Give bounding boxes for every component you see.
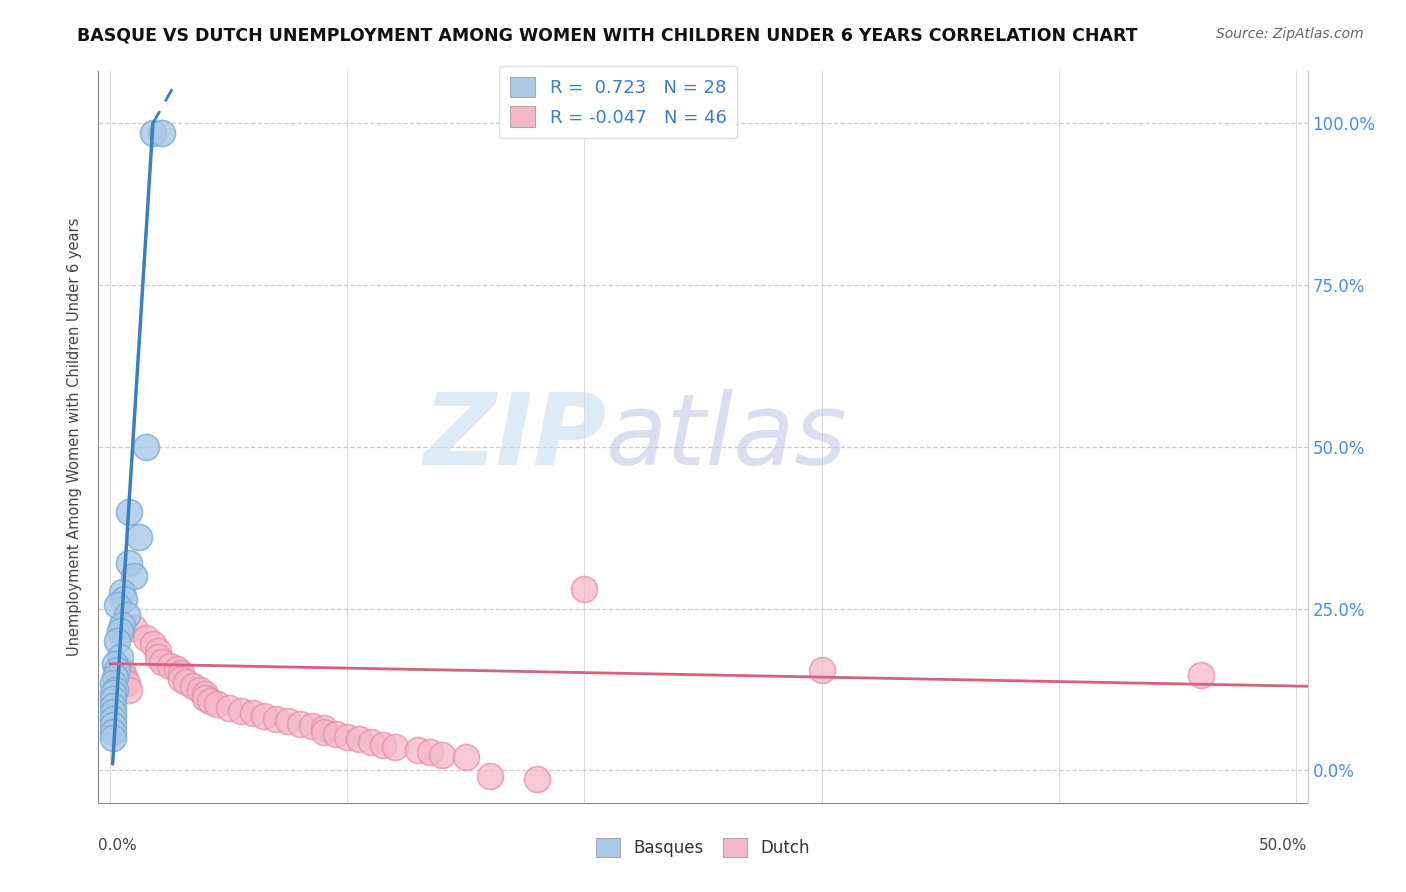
Point <box>135 440 157 454</box>
Point <box>108 624 131 639</box>
Legend: Basques, Dutch: Basques, Dutch <box>589 831 817 864</box>
Point <box>115 676 138 690</box>
Point <box>146 643 169 657</box>
Point <box>205 698 228 712</box>
Y-axis label: Unemployment Among Women with Children Under 6 years: Unemployment Among Women with Children U… <box>67 218 83 657</box>
Point <box>810 663 832 677</box>
Point <box>146 650 169 665</box>
Point <box>142 637 165 651</box>
Point <box>105 599 128 613</box>
Point <box>336 730 359 744</box>
Point <box>242 706 264 721</box>
Text: 0.0%: 0.0% <box>98 838 138 854</box>
Point <box>574 582 596 597</box>
Point <box>101 705 124 719</box>
Point <box>122 569 145 583</box>
Point <box>101 676 124 690</box>
Point <box>118 557 141 571</box>
Point <box>152 126 174 140</box>
Point <box>371 738 394 752</box>
Point <box>325 727 347 741</box>
Point <box>194 690 217 705</box>
Text: Source: ZipAtlas.com: Source: ZipAtlas.com <box>1216 27 1364 41</box>
Point <box>142 126 165 140</box>
Point <box>277 714 299 729</box>
Point <box>384 740 406 755</box>
Text: ZIP: ZIP <box>423 389 606 485</box>
Point <box>174 675 197 690</box>
Point <box>419 745 441 759</box>
Point <box>159 658 181 673</box>
Point <box>101 698 124 713</box>
Point <box>101 731 124 745</box>
Point <box>170 666 193 681</box>
Point <box>101 718 124 732</box>
Point <box>166 662 188 676</box>
Point <box>105 634 128 648</box>
Point <box>312 724 335 739</box>
Point <box>454 750 477 764</box>
Text: BASQUE VS DUTCH UNEMPLOYMENT AMONG WOMEN WITH CHILDREN UNDER 6 YEARS CORRELATION: BASQUE VS DUTCH UNEMPLOYMENT AMONG WOMEN… <box>77 27 1137 45</box>
Point <box>218 700 240 714</box>
Point <box>101 686 124 700</box>
Point <box>408 742 430 756</box>
Point <box>301 719 323 733</box>
Point <box>128 530 150 544</box>
Point <box>253 709 276 723</box>
Point <box>115 608 138 623</box>
Point <box>111 663 134 677</box>
Point <box>101 712 124 726</box>
Point <box>105 663 128 677</box>
Point <box>194 687 217 701</box>
Text: atlas: atlas <box>606 389 848 485</box>
Point <box>181 679 204 693</box>
Point <box>111 585 134 599</box>
Point <box>111 617 134 632</box>
Point <box>347 732 370 747</box>
Point <box>288 716 311 731</box>
Point <box>104 657 127 671</box>
Point <box>264 712 287 726</box>
Point <box>104 669 127 683</box>
Point <box>122 621 145 635</box>
Point <box>312 722 335 736</box>
Point <box>170 672 193 686</box>
Text: 50.0%: 50.0% <box>1260 838 1308 854</box>
Point <box>198 694 221 708</box>
Point <box>118 504 141 518</box>
Point <box>526 772 548 787</box>
Point <box>101 692 124 706</box>
Point <box>101 724 124 739</box>
Point <box>360 735 382 749</box>
Point <box>108 650 131 665</box>
Point <box>478 769 501 783</box>
Point <box>135 631 157 645</box>
Point <box>229 704 252 718</box>
Point <box>114 591 136 606</box>
Point <box>190 683 212 698</box>
Point <box>104 682 127 697</box>
Point <box>1189 667 1212 681</box>
Point <box>114 669 136 683</box>
Point <box>432 747 454 762</box>
Point <box>152 655 174 669</box>
Point <box>118 682 141 697</box>
